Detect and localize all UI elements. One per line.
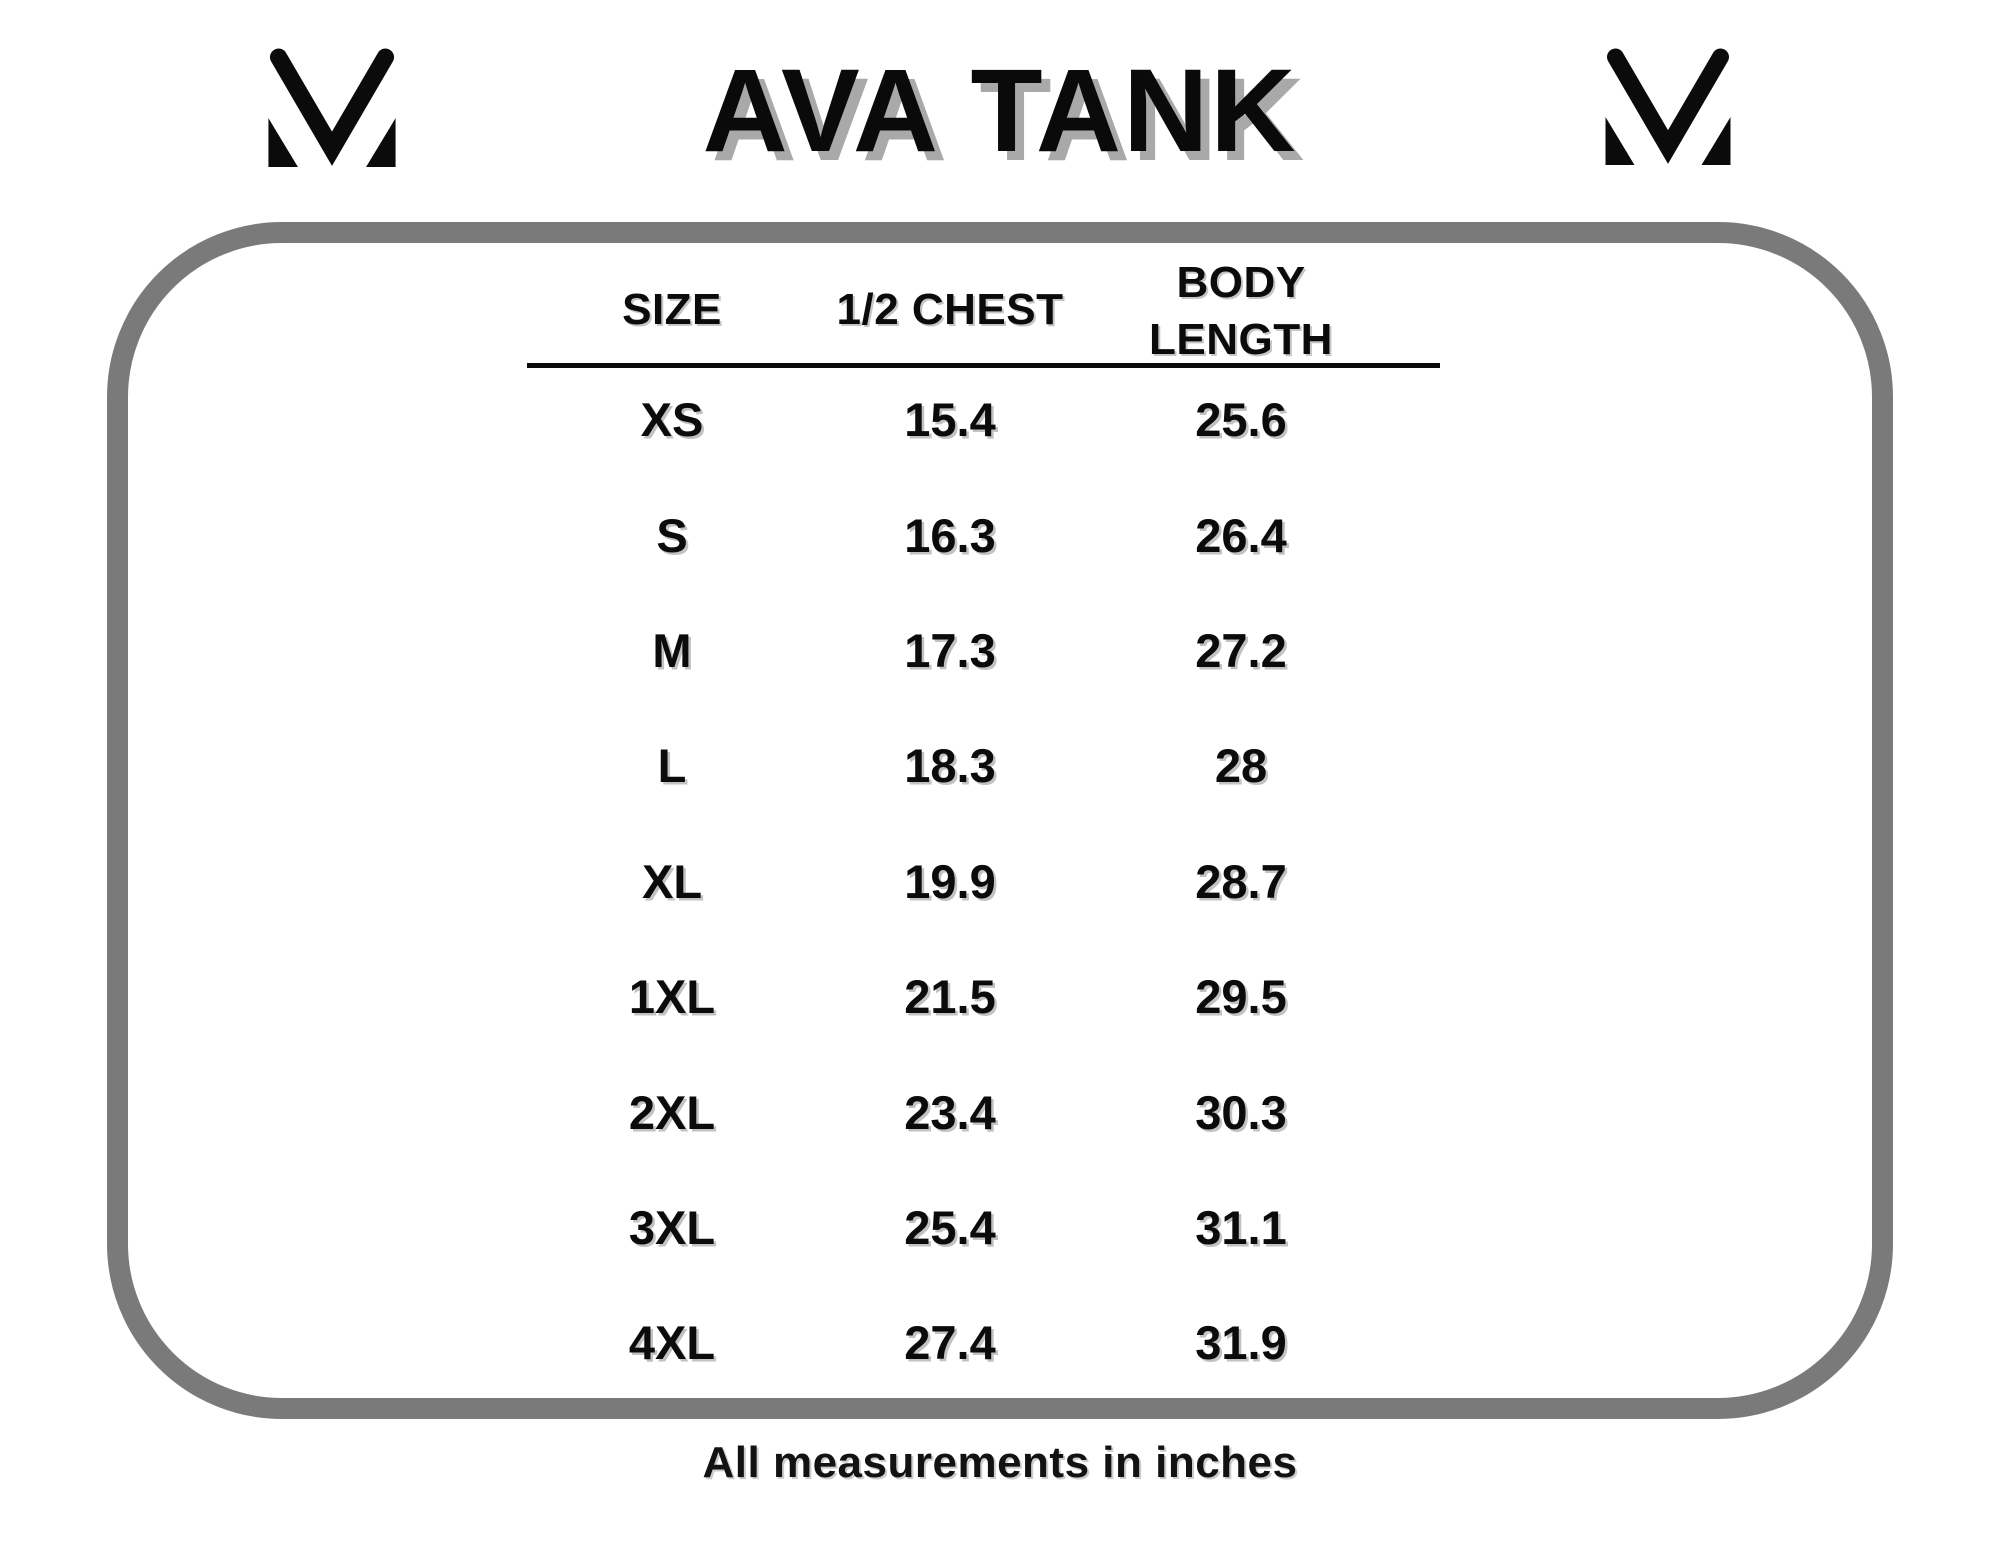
cell-body-length: 29.5: [1195, 970, 1287, 1024]
cell-half-chest: 21.5: [904, 970, 996, 1024]
mv-logo-icon: [267, 47, 397, 167]
cell-size: 2XL: [628, 1085, 716, 1139]
column-header-size: SIZE: [622, 285, 722, 334]
cell-half-chest: 18.3: [904, 739, 996, 793]
cell-body-length: 27.2: [1195, 623, 1287, 677]
cell-half-chest: 17.3: [904, 623, 996, 677]
measurements-footnote: All measurements in inches: [702, 1438, 1298, 1487]
cell-body-length: 30.3: [1195, 1085, 1287, 1139]
cell-size: XS: [640, 393, 704, 447]
cell-half-chest: 19.9: [904, 854, 996, 908]
page-title: AVA TANK: [702, 45, 1298, 177]
cell-size: L: [657, 739, 687, 793]
cell-half-chest: 25.4: [904, 1200, 996, 1254]
cell-size: 1XL: [628, 970, 716, 1024]
cell-body-length: 28: [1214, 739, 1268, 793]
chart-border: [107, 222, 1893, 1419]
cell-body-length: 28.7: [1195, 854, 1287, 908]
column-header-half-chest: 1/2 CHEST: [836, 285, 1064, 334]
cell-half-chest: 15.4: [904, 393, 996, 447]
cell-body-length: 31.1: [1195, 1200, 1287, 1254]
header-underline: [527, 363, 1440, 368]
cell-body-length: 25.6: [1195, 393, 1287, 447]
mv-logo-icon: [1605, 47, 1731, 165]
size-chart-table: XS 15.4 25.6 S 16.3 26.4 M 17.3 27.2 L 1…: [480, 362, 1446, 1401]
cell-half-chest: 23.4: [904, 1085, 996, 1139]
cell-half-chest: 16.3: [904, 508, 996, 562]
cell-size: 3XL: [628, 1200, 716, 1254]
cell-body-length: 31.9: [1195, 1316, 1287, 1370]
cell-size: XL: [641, 854, 703, 908]
cell-body-length: 26.4: [1195, 508, 1287, 562]
cell-size: S: [656, 508, 688, 562]
cell-half-chest: 27.4: [904, 1316, 996, 1370]
cell-size: M: [652, 623, 692, 677]
cell-size: 4XL: [628, 1316, 716, 1370]
column-header-body-length: BODY LENGTH: [1149, 258, 1333, 364]
